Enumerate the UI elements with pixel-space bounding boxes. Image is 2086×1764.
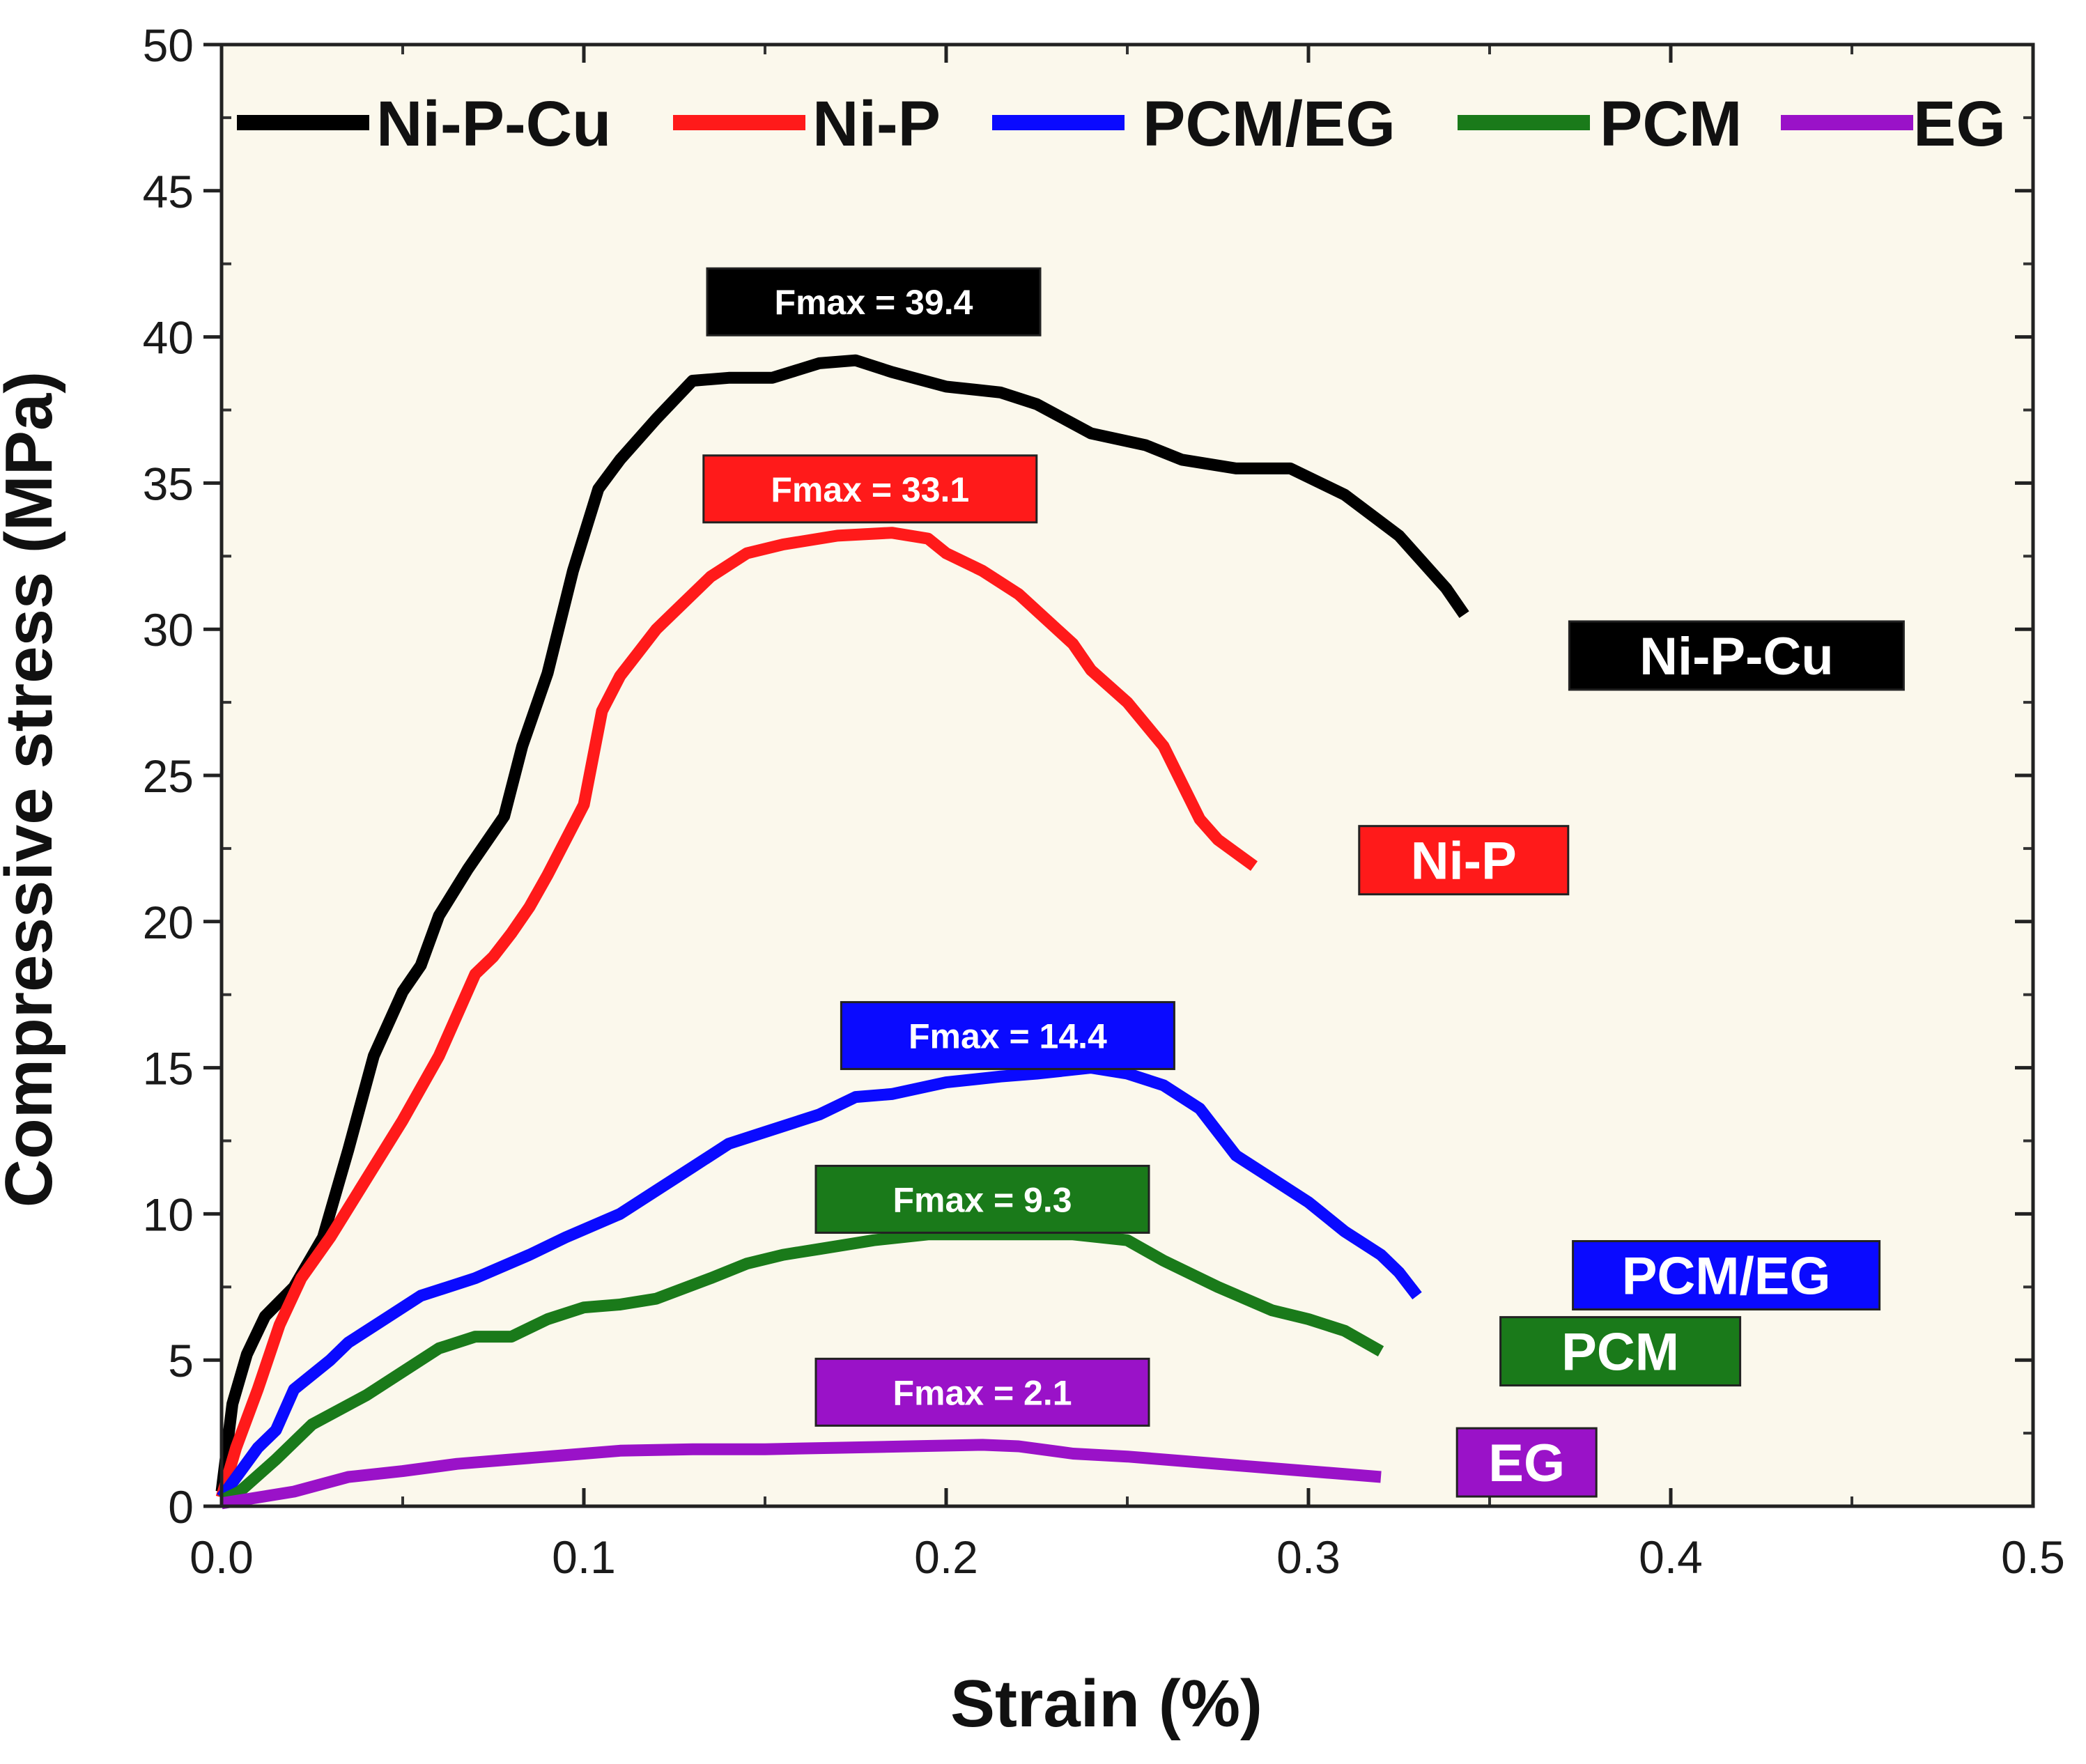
end-label-text: Ni-P-Cu [1639,627,1834,686]
y-tick-label: 30 [143,604,194,656]
fmax-label: Fmax = 39.4 [775,283,973,322]
legend: Ni-P-Cu Ni-P PCM/EG PCM EG [237,88,2006,160]
fmax-label: Fmax = 9.3 [893,1180,1072,1219]
y-tick-label: 35 [143,458,194,509]
end-label-text: PCM/EG [1622,1247,1831,1306]
end-label-bg [1358,825,1570,896]
legend-item-pcm-eg: PCM/EG [992,88,1396,160]
legend-item-ni-p: Ni-P [673,88,941,160]
series-line-eg [220,1439,1382,1510]
end-label-ni-p-cu: Ni-P-Cu [1568,620,1905,691]
fmax-box-eg: Fmax = 2.1 [814,1357,1150,1427]
fmax-box-ni-p-cu: Fmax = 39.4 [706,267,1042,336]
y-tick-label: 5 [168,1335,194,1386]
end-label-bg [1455,1427,1598,1498]
legend-label: Ni-P [812,88,941,160]
fmax-label: Fmax = 14.4 [909,1016,1107,1055]
end-label-text: EG [1488,1434,1565,1493]
legend-label: EG [1913,88,2006,160]
fmax-label: Fmax = 2.1 [893,1373,1072,1412]
x-tick-label: 0.5 [2001,1531,2065,1583]
legend-label: Ni-P-Cu [376,88,611,160]
y-tick-label: 50 [143,20,194,71]
y-tick-label: 0 [168,1481,194,1533]
legend-item-eg: EG [1781,88,2006,160]
series-line-pcm [219,1228,1384,1506]
end-label-text: Ni-P [1411,832,1517,891]
y-tick-label: 15 [143,1043,194,1094]
fmax-annotations: Fmax = 39.4 Fmax = 33.1 Fmax = 14.4 Fmax = … [702,267,1175,1427]
legend-label: PCM/EG [1143,88,1396,160]
end-label-eg: EG [1455,1427,1598,1498]
end-label-ni-p: Ni-P [1358,825,1570,896]
x-tick-label: 0.2 [914,1531,978,1583]
legend-label: PCM [1600,88,1742,160]
y-axis-title: Compressive stress (MPa) [0,371,66,1208]
x-tick-label: 0.3 [1276,1531,1341,1583]
x-tick-label: 0.4 [1639,1531,1703,1583]
y-tick-label: 10 [143,1189,194,1240]
fmax-box-ni-p: Fmax = 33.1 [702,454,1038,524]
fmax-box-bg [840,1000,1175,1070]
y-tick-label: 25 [143,750,194,802]
fmax-box-bg [814,1164,1150,1234]
end-label-bg [1499,1316,1742,1387]
legend-item-pcm: PCM [1458,88,1742,160]
end-label-pcm: PCM [1499,1316,1742,1387]
x-axis-title: Strain (%) [950,1666,1262,1741]
y-tick-label: 20 [143,897,194,948]
x-tick-label: 0.1 [552,1531,616,1583]
x-ticks: 0.0 0.1 0.2 0.3 0.4 0.5 [190,45,2065,1583]
y-tick-label: 40 [143,312,194,364]
x-tick-label: 0.0 [190,1531,254,1583]
fmax-box-pcm: Fmax = 9.3 [814,1164,1150,1234]
series-line-ni-p [215,527,1258,1499]
series-line-ni-p-cu [215,354,1469,1493]
end-label-bg [1572,1240,1881,1311]
y-tick-label: 45 [143,166,194,217]
end-label-bg [1568,620,1905,691]
end-labels: Ni-P-Cu Ni-P PCM/EG PCM EG [1358,620,1905,1498]
fmax-box-bg [814,1357,1150,1427]
legend-item-ni-p-cu: Ni-P-Cu [237,88,611,160]
end-label-pcm-eg: PCM/EG [1572,1240,1881,1311]
y-ticks: 0 5 10 15 20 25 30 35 40 45 50 [143,20,2033,1533]
fmax-box-bg [706,267,1042,336]
series-line-pcm-eg [217,1062,1422,1501]
end-label-text: PCM [1561,1323,1679,1382]
fmax-box-pcm-eg: Fmax = 14.4 [840,1000,1175,1070]
fmax-label: Fmax = 33.1 [771,470,969,509]
series-lines [215,354,1469,1510]
fmax-box-bg [702,454,1038,524]
